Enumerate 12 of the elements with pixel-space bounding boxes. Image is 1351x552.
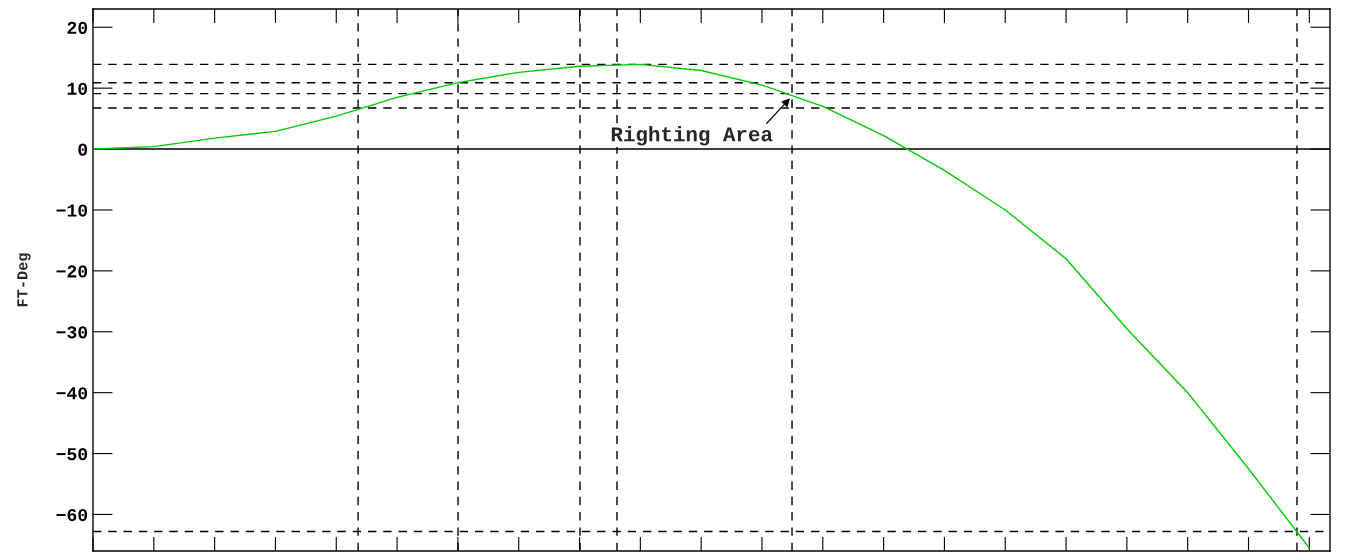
y-tick-label: 20	[67, 21, 88, 34]
y-tick-label: −50	[56, 448, 88, 461]
y-tick-label: −10	[56, 204, 88, 217]
line-series	[93, 63, 1311, 549]
annotation: Righting Area	[611, 126, 773, 146]
y-tick-label: 0	[78, 143, 88, 156]
y-tick-label: −30	[56, 326, 88, 339]
y-tick-label: 10	[67, 82, 88, 95]
y-tick-label: −20	[56, 265, 88, 278]
y-axis-title: FT-Deg	[17, 253, 31, 307]
y-tick-label: −40	[56, 387, 88, 400]
y-tick-label: −60	[56, 508, 88, 522]
